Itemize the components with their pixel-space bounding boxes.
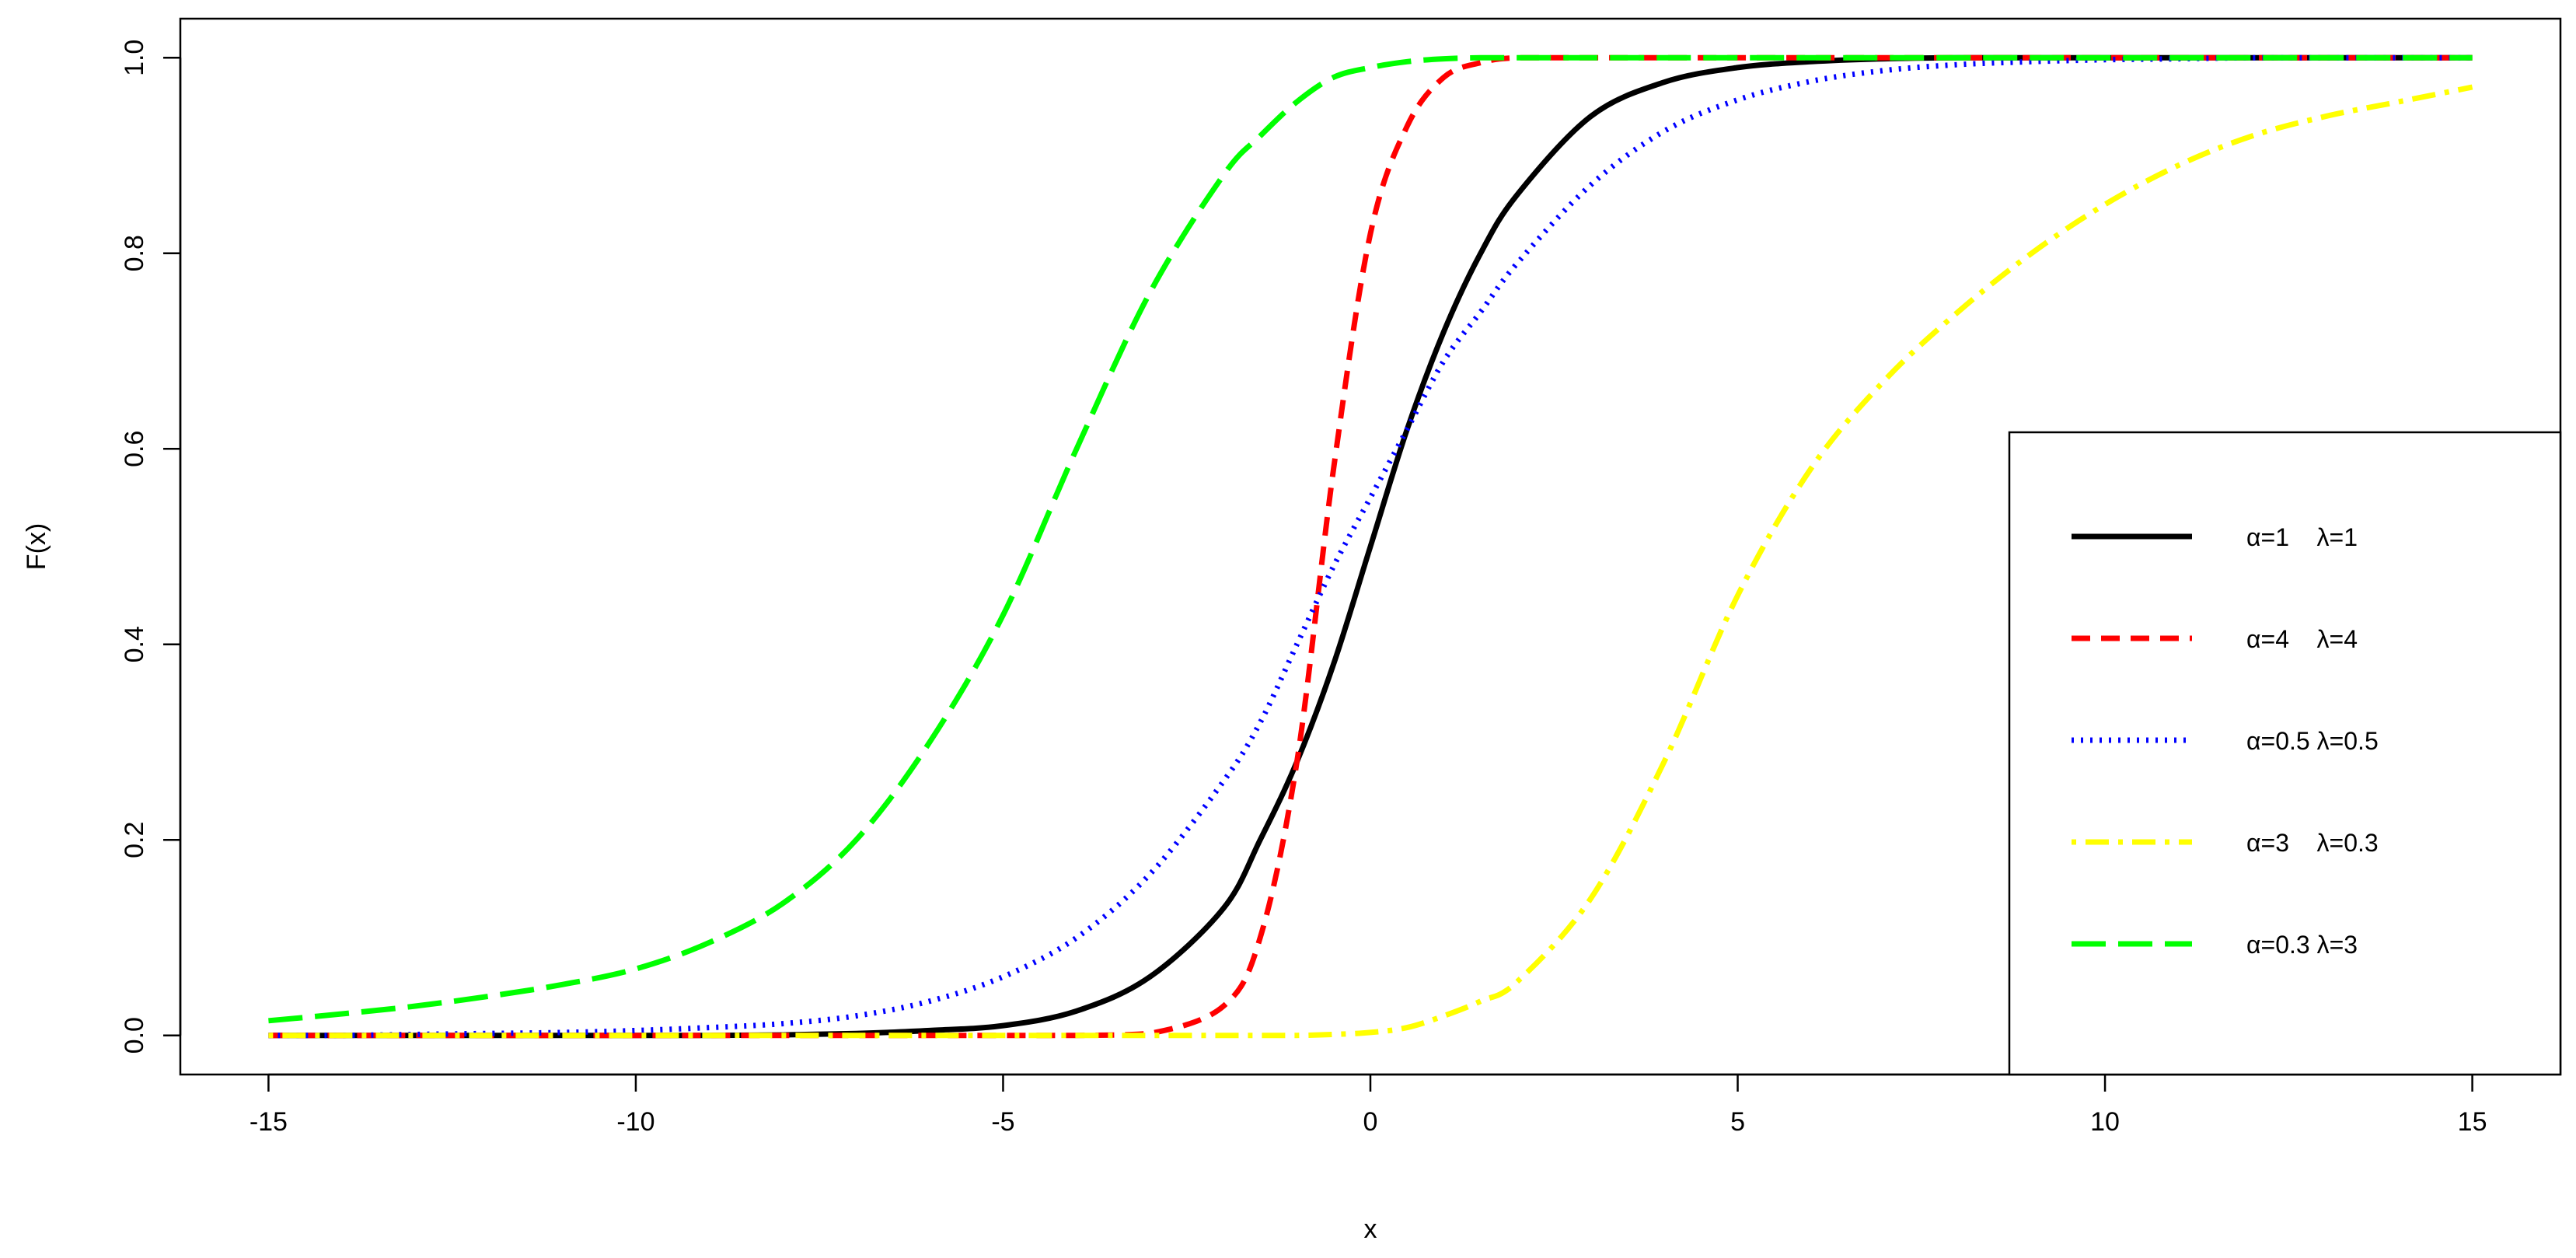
x-tick-label: 15: [2458, 1107, 2487, 1137]
x-tick-label: -5: [991, 1107, 1014, 1137]
x-tick-label: -15: [250, 1107, 288, 1137]
x-tick-label: 10: [2090, 1107, 2120, 1137]
series-line-3: [268, 54, 2473, 1039]
legend-label-3: α=0.5 λ=0.5: [2246, 727, 2379, 755]
y-tick-label: 0.4: [120, 626, 149, 662]
series-layer: [268, 54, 2473, 1039]
legend-box: [2008, 431, 2562, 1076]
series-line-5: [268, 54, 2473, 1024]
y-axis: 0.0 0.2 0.4 0.6 0.8 1.0: [120, 40, 182, 1054]
y-tick-label: 0.2: [120, 822, 149, 858]
y-tick-label: 1.0: [120, 40, 149, 76]
legend: α=1 λ=1 α=4 λ=4 α=0.5 λ=0.5 α=3 λ=0.3 α=0.3 …: [2008, 431, 2562, 1076]
x-axis-label: x: [1364, 1214, 1377, 1244]
legend-label-5: α=0.3 λ=3: [2246, 931, 2358, 959]
y-tick-label: 0.8: [120, 235, 149, 271]
legend-label-1: α=1 λ=1: [2246, 523, 2358, 551]
x-tick-label: 5: [1730, 1107, 1745, 1137]
series-line-4: [268, 84, 2473, 1039]
y-tick-label: 0.6: [120, 431, 149, 467]
y-tick-label: 0.0: [120, 1017, 149, 1054]
x-tick-label: -10: [616, 1107, 654, 1137]
x-tick-label: 0: [1363, 1107, 1378, 1137]
legend-label-4: α=3 λ=0.3: [2246, 829, 2379, 857]
legend-label-2: α=4 λ=4: [2246, 625, 2358, 653]
y-axis-label: F(x): [22, 523, 51, 570]
